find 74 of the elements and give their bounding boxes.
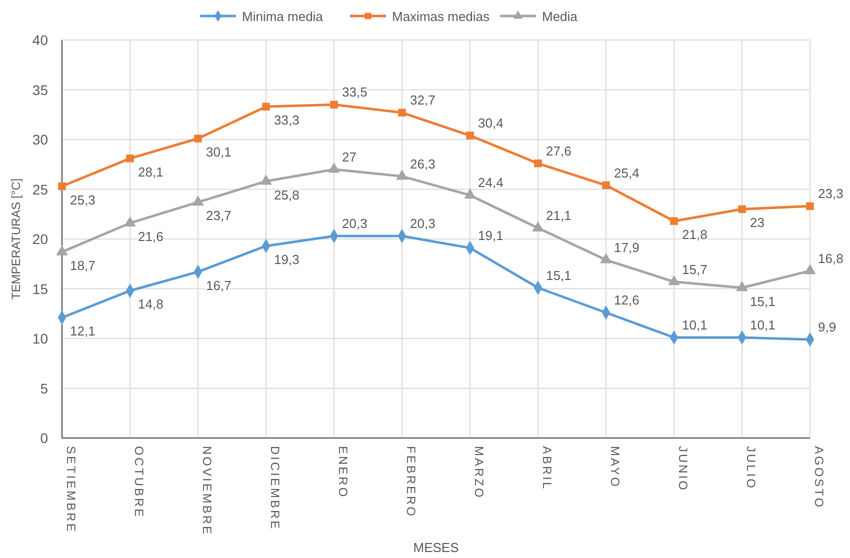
data-label: 32,7 (410, 92, 436, 108)
data-label: 25,3 (70, 192, 96, 208)
point (398, 108, 406, 117)
x-tick-label: OCTUBRE (132, 446, 146, 519)
x-tick-label: FEBRERO (404, 446, 418, 518)
data-label: 28,1 (138, 164, 164, 180)
legend-label: Maximas medias (392, 9, 490, 24)
data-label: 16,8 (818, 250, 844, 266)
data-label: 21,1 (546, 208, 572, 224)
legend-label: Minima media (242, 9, 324, 24)
x-tick-label: DICIEMBRE (268, 446, 282, 531)
point (670, 217, 678, 225)
x-tick-label: ABRIL (540, 446, 554, 491)
x-tick-label: SETIEMBRE (64, 446, 78, 534)
data-label: 16,7 (206, 278, 232, 293)
data-label: 14,8 (138, 296, 164, 312)
x-axis-title: MESES (413, 540, 460, 555)
data-label: 9,9 (818, 319, 836, 334)
data-label: 15,1 (546, 268, 572, 283)
data-label: 23,3 (818, 186, 844, 202)
data-label: 33,3 (274, 112, 300, 128)
y-tick-label: 15 (32, 280, 48, 297)
y-tick-label: 25 (32, 181, 48, 198)
point (534, 160, 542, 168)
data-label: 27 (342, 149, 356, 164)
data-label: 10,1 (682, 318, 708, 333)
data-label: 10,1 (750, 318, 776, 333)
point (466, 132, 474, 140)
y-tick-label: 40 (32, 32, 48, 48)
data-label: 17,9 (614, 240, 640, 255)
data-label: 20,3 (410, 216, 436, 232)
data-label: 23,7 (206, 208, 232, 224)
y-tick-label: 35 (32, 82, 48, 98)
data-label: 25,8 (274, 187, 300, 202)
point (602, 181, 610, 190)
data-label: 21,6 (138, 229, 164, 244)
point (58, 182, 66, 190)
data-label: 20,3 (342, 216, 368, 232)
x-tick-label: NOVIEMBRE (200, 446, 214, 536)
data-label: 15,1 (750, 294, 776, 309)
data-label: 23 (750, 215, 764, 230)
data-label: 19,3 (274, 252, 300, 267)
x-tick-label: ENERO (336, 446, 350, 499)
data-label: 33,5 (342, 84, 368, 100)
y-axis-title: TEMPERATURAS [°C] (9, 178, 23, 300)
legend-label: Media (542, 9, 578, 24)
data-label: 21,8 (682, 227, 708, 242)
point (126, 154, 134, 162)
y-tick-label: 0 (40, 430, 48, 446)
x-tick-label: JUNIO (676, 446, 690, 492)
data-label: 25,4 (614, 165, 640, 180)
x-tick-label: JULIO (744, 446, 758, 490)
data-label: 27,6 (546, 143, 572, 158)
y-tick-label: 20 (32, 231, 48, 247)
y-tick-label: 10 (32, 330, 48, 346)
data-label: 24,4 (478, 175, 504, 190)
data-label: 15,7 (682, 262, 708, 277)
data-label: 12,1 (70, 324, 96, 339)
y-tick-label: 5 (40, 380, 48, 396)
point (806, 202, 814, 210)
data-label: 12,6 (614, 292, 640, 308)
x-tick-label: AGOSTO (812, 446, 826, 510)
x-tick-label: MAYO (608, 446, 622, 488)
point (194, 134, 202, 142)
point (330, 100, 338, 109)
x-tick-label: MARZO (472, 446, 486, 500)
point (738, 205, 746, 214)
point (262, 102, 270, 111)
data-label: 30,1 (206, 144, 232, 160)
data-label: 30,4 (478, 116, 504, 131)
data-label: 19,1 (478, 228, 504, 243)
y-tick-label: 30 (32, 132, 48, 148)
data-label: 26,3 (410, 156, 436, 172)
data-label: 18,7 (70, 258, 96, 273)
